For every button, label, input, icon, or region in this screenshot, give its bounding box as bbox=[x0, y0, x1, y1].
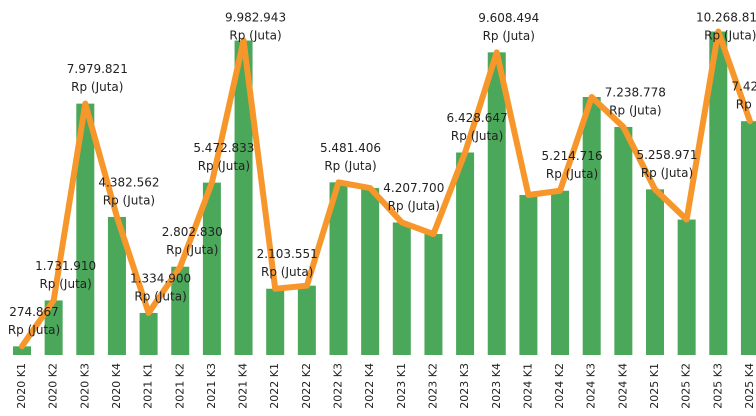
x-tick-label: 2025 K3 bbox=[711, 363, 724, 409]
value-label: 7.238.778 bbox=[605, 85, 666, 99]
value-unit: Rp (Juta) bbox=[71, 80, 123, 94]
value-unit: Rp (Juta) bbox=[198, 159, 250, 173]
bar bbox=[709, 31, 728, 356]
x-tick-label: 2020 K2 bbox=[47, 363, 60, 409]
bar bbox=[76, 103, 95, 355]
value-label: 6.428.647 bbox=[447, 111, 508, 125]
value-label: 7.979.821 bbox=[67, 62, 128, 76]
x-tick-label: 2020 K4 bbox=[110, 363, 123, 409]
x-tick-label: 2023 K3 bbox=[458, 363, 471, 409]
bar bbox=[392, 222, 411, 355]
value-label: 4.382.562 bbox=[98, 175, 159, 189]
bar bbox=[266, 288, 285, 355]
value-label: 9.608.494 bbox=[478, 11, 539, 25]
value-unit: Rp (Juta) bbox=[229, 29, 281, 43]
value-unit: Rp (Juta) bbox=[609, 103, 661, 117]
value-unit: Rp (Juta) bbox=[736, 98, 756, 112]
value-unit: Rp (Juta) bbox=[388, 199, 440, 213]
x-tick-label: 2021 K2 bbox=[173, 363, 186, 409]
x-tick-label: 2022 K1 bbox=[268, 363, 281, 409]
value-label: 2.802.830 bbox=[162, 225, 223, 239]
value-label: 2.103.551 bbox=[257, 247, 318, 261]
bar bbox=[13, 346, 31, 355]
x-tick-label: 2023 K2 bbox=[426, 363, 439, 409]
x-tick-label: 2022 K2 bbox=[300, 363, 313, 409]
bar bbox=[329, 182, 348, 355]
x-tick-label: 2024 K4 bbox=[616, 363, 629, 409]
bar bbox=[551, 190, 570, 355]
line-series bbox=[19, 28, 753, 350]
value-unit: Rp (Juta) bbox=[134, 289, 186, 303]
bar bbox=[456, 152, 475, 355]
bar bbox=[424, 234, 443, 355]
value-label: 10.268.811 bbox=[696, 11, 756, 25]
bar bbox=[171, 266, 190, 355]
bar bbox=[44, 300, 63, 355]
bar bbox=[677, 219, 696, 355]
x-tick-label: 2021 K4 bbox=[237, 363, 250, 409]
value-unit: Rp (Juta) bbox=[8, 323, 60, 337]
value-unit: Rp (Juta) bbox=[704, 29, 756, 43]
x-tick-label: 2020 K3 bbox=[78, 363, 91, 409]
value-unit: Rp (Juta) bbox=[39, 277, 91, 291]
value-label: 5.258.971 bbox=[636, 148, 697, 162]
x-tick-label: 2025 K2 bbox=[680, 363, 693, 409]
value-label: 5.472.833 bbox=[193, 141, 254, 155]
value-unit: Rp (Juta) bbox=[546, 167, 598, 181]
x-tick-label: 2025 K4 bbox=[743, 363, 756, 409]
value-label: 9.982.943 bbox=[225, 11, 286, 25]
value-unit: Rp (Juta) bbox=[641, 166, 693, 180]
x-tick-label: 2023 K4 bbox=[490, 363, 503, 409]
bar bbox=[202, 182, 221, 355]
bar bbox=[107, 216, 126, 355]
value-unit: Rp (Juta) bbox=[483, 29, 535, 43]
value-unit: Rp (Juta) bbox=[451, 129, 503, 143]
bar bbox=[487, 52, 506, 356]
value-unit: Rp (Juta) bbox=[324, 159, 376, 173]
value-unit: Rp (Juta) bbox=[166, 243, 218, 257]
x-tick-label: 2022 K4 bbox=[363, 363, 376, 409]
value-label: 4.207.700 bbox=[383, 181, 444, 195]
x-tick-label: 2022 K3 bbox=[332, 363, 345, 409]
bar bbox=[740, 121, 756, 356]
x-tick-label: 2020 K1 bbox=[15, 363, 28, 409]
bar bbox=[297, 285, 316, 355]
x-tick-label: 2025 K1 bbox=[648, 363, 661, 409]
bar bbox=[234, 40, 253, 356]
value-label: 1.731.910 bbox=[35, 259, 96, 273]
bar bbox=[139, 312, 158, 355]
x-tick-label: 2024 K2 bbox=[553, 363, 566, 409]
x-tick-label: 2024 K3 bbox=[585, 363, 598, 409]
value-unit: Rp (Juta) bbox=[103, 193, 155, 207]
value-label: 1.334.900 bbox=[130, 271, 191, 285]
value-label: 5.481.406 bbox=[320, 141, 381, 155]
bar bbox=[519, 194, 538, 355]
value-label: 274.867 bbox=[9, 305, 59, 319]
bar bbox=[582, 97, 601, 355]
bar bbox=[614, 126, 633, 356]
x-tick-label: 2021 K1 bbox=[142, 363, 155, 409]
value-unit: Rp (Juta) bbox=[261, 265, 313, 279]
bar bbox=[361, 188, 380, 355]
x-tick-label: 2021 K3 bbox=[205, 363, 218, 409]
bar bbox=[646, 189, 664, 355]
x-tick-label: 2023 K1 bbox=[395, 363, 408, 409]
value-label: 7.422.394 bbox=[731, 80, 756, 94]
value-label: 5.214.716 bbox=[542, 149, 603, 163]
x-tick-label: 2024 K1 bbox=[521, 363, 534, 409]
